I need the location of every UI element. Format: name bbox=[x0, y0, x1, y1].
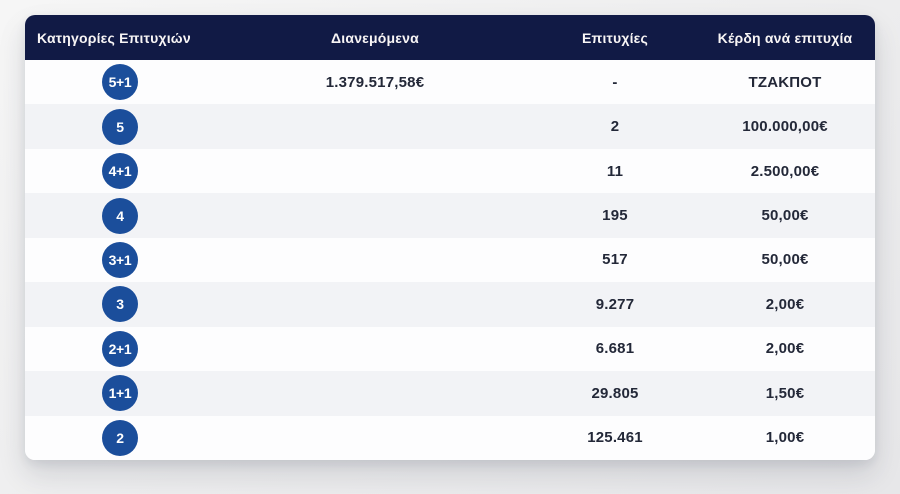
prize-value: 50,00€ bbox=[761, 207, 809, 225]
prize-value: 1,00€ bbox=[765, 429, 805, 447]
category-cell: 5 bbox=[25, 108, 215, 145]
prize-value: 2,00€ bbox=[765, 295, 805, 313]
column-header-wins: Επιτυχίες bbox=[581, 29, 649, 46]
category-cell: 5+1 bbox=[25, 64, 215, 101]
table-row: 2+1 6.681 2,00€ bbox=[25, 326, 875, 372]
wins-value: 29.805 bbox=[591, 384, 639, 402]
wins-value: 2 bbox=[610, 118, 620, 136]
column-header-categories: Κατηγορίες Επιτυχιών bbox=[37, 29, 191, 46]
table-row: 5 2 100.000,00€ bbox=[25, 104, 875, 149]
category-cell: 2 bbox=[25, 419, 215, 456]
distributed-value: 1.379.517,58€ bbox=[325, 73, 425, 91]
wins-value: - bbox=[612, 73, 618, 91]
prize-value: ΤΖΑΚΠΟΤ bbox=[748, 73, 822, 91]
table-header-row: Κατηγορίες Επιτυχιών Διανεμόμενα Επιτυχί… bbox=[25, 15, 875, 60]
category-badge: 5+1 bbox=[102, 64, 138, 101]
category-cell: 3+1 bbox=[25, 241, 215, 278]
table-body: 5+1 1.379.517,58€ - ΤΖΑΚΠΟΤ 5 2 100.000,… bbox=[25, 60, 875, 460]
category-badge: 3 bbox=[102, 286, 138, 323]
category-cell: 3 bbox=[25, 286, 215, 323]
category-badge: 4+1 bbox=[102, 153, 138, 190]
category-badge: 5 bbox=[102, 108, 138, 145]
category-badge: 2 bbox=[102, 419, 138, 456]
category-badge: 1+1 bbox=[102, 375, 138, 412]
wins-value: 517 bbox=[602, 251, 628, 269]
wins-value: 9.277 bbox=[595, 295, 635, 313]
column-header-prize: Κέρδη ανά επιτυχία bbox=[717, 29, 853, 46]
wins-value: 11 bbox=[606, 162, 624, 180]
wins-value: 195 bbox=[602, 207, 628, 225]
wins-value: 6.681 bbox=[595, 340, 635, 358]
table-row: 3 9.277 2,00€ bbox=[25, 282, 875, 327]
column-header-distributed: Διανεμόμενα bbox=[331, 29, 419, 46]
category-cell: 1+1 bbox=[25, 375, 215, 412]
table-row: 4+1 11 2.500,00€ bbox=[25, 148, 875, 194]
table-row: 5+1 1.379.517,58€ - ΤΖΑΚΠΟΤ bbox=[25, 60, 875, 105]
wins-value: 125.461 bbox=[587, 429, 643, 447]
prize-value: 50,00€ bbox=[761, 251, 809, 269]
category-cell: 4 bbox=[25, 197, 215, 234]
category-badge: 4 bbox=[102, 197, 138, 234]
category-cell: 4+1 bbox=[25, 153, 215, 190]
table-row: 4 195 50,00€ bbox=[25, 193, 875, 238]
prize-value: 2,00€ bbox=[765, 340, 805, 358]
prize-value: 2.500,00€ bbox=[750, 162, 820, 180]
prize-value: 100.000,00€ bbox=[742, 118, 828, 136]
lottery-results-table: Κατηγορίες Επιτυχιών Διανεμόμενα Επιτυχί… bbox=[25, 15, 875, 460]
table-row: 2 125.461 1,00€ bbox=[25, 415, 875, 460]
category-badge: 3+1 bbox=[102, 241, 138, 278]
table-row: 1+1 29.805 1,50€ bbox=[25, 371, 875, 416]
category-badge: 2+1 bbox=[102, 330, 138, 367]
prize-value: 1,50€ bbox=[765, 384, 805, 402]
table-row: 3+1 517 50,00€ bbox=[25, 237, 875, 283]
category-cell: 2+1 bbox=[25, 330, 215, 367]
